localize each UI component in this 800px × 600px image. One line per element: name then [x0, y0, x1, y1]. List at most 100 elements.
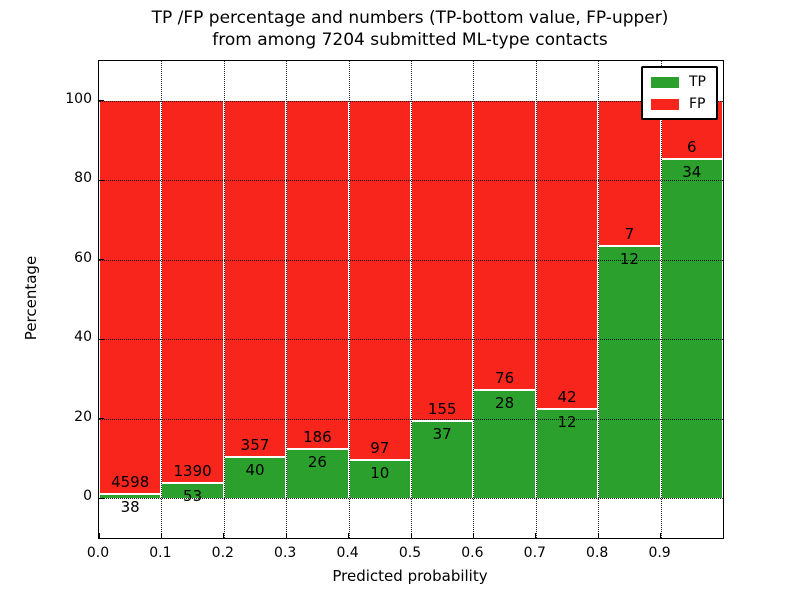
- fp-bar-segment: [536, 100, 598, 408]
- x-tick-label: 0.5: [398, 545, 422, 561]
- y-tick-mark: [99, 100, 104, 102]
- x-tick-label: 0.3: [274, 545, 297, 561]
- plot-area: TP FP 4598 38 1390 53 357 40 186 26 97 10 155 37 76 2…: [98, 60, 724, 539]
- chart-title-line1: TP /FP percentage and numbers (TP-bottom…: [151, 8, 669, 28]
- x-tick-mark: [160, 533, 162, 538]
- vertical-gridline: [473, 61, 475, 538]
- horizontal-gridline: [99, 418, 723, 420]
- tp-count-label: 12: [557, 412, 577, 431]
- tp-count-label: 38: [120, 497, 140, 516]
- tp-bar-segment: [412, 421, 473, 499]
- tp-count-label: 53: [183, 486, 203, 505]
- tp-bar-segment: [287, 449, 348, 499]
- fp-count-label: 6: [687, 138, 697, 157]
- y-tick-label: 100: [65, 90, 92, 107]
- x-tick-label: 0.2: [211, 545, 234, 561]
- fp-bar-segment: [224, 100, 286, 457]
- tp-legend-label: TP: [689, 74, 706, 90]
- vertical-gridline: [161, 61, 163, 538]
- tp-legend-swatch: [651, 76, 679, 88]
- x-tick-mark: [660, 533, 662, 538]
- fp-legend-label: FP: [689, 96, 706, 112]
- chart-title: TP /FP percentage and numbers (TP-bottom…: [98, 7, 722, 51]
- x-tick-label: 0.4: [336, 545, 359, 561]
- tp-count-label: 34: [682, 163, 702, 182]
- y-tick-mark: [99, 179, 104, 181]
- x-tick-mark: [348, 533, 350, 538]
- y-tick-label: 20: [74, 408, 92, 425]
- fp-count-label: 186: [303, 427, 332, 446]
- y-tick-mark: [99, 418, 104, 420]
- tp-bar-segment: [474, 391, 535, 499]
- y-tick-label: 0: [83, 488, 92, 505]
- y-tick-mark: [99, 338, 104, 340]
- tp-count-label: 10: [370, 464, 390, 483]
- x-tick-label: 0.0: [86, 545, 110, 561]
- fp-count-label: 97: [370, 439, 390, 458]
- horizontal-gridline: [99, 339, 723, 341]
- y-tick-mark: [99, 497, 104, 499]
- vertical-gridline: [286, 61, 288, 538]
- fp-count-label: 76: [495, 369, 515, 388]
- fp-count-label: 155: [427, 399, 457, 418]
- y-tick-label: 80: [74, 170, 92, 187]
- tp-bar-segment: [599, 247, 660, 499]
- tp-bar-segment: [162, 483, 223, 499]
- x-tick-mark: [535, 533, 537, 538]
- tp-count-label: 37: [432, 424, 452, 443]
- tp-bar-segment: [536, 409, 598, 499]
- vertical-gridline: [598, 61, 600, 538]
- x-tick-mark: [472, 533, 474, 538]
- fp-bar-segment: [287, 100, 348, 448]
- tp-count-label: 40: [245, 461, 265, 480]
- tp-bar-segment: [661, 160, 722, 499]
- fp-count-label: 4598: [111, 472, 150, 491]
- fp-count-label: 42: [557, 387, 577, 406]
- fp-bar-segment: [162, 100, 223, 482]
- x-tick-mark: [597, 533, 599, 538]
- x-tick-label: 0.8: [586, 545, 609, 561]
- horizontal-gridline: [99, 180, 723, 182]
- tp-count-label: 12: [619, 250, 639, 269]
- tp-bar-segment: [349, 461, 410, 499]
- horizontal-gridline: [99, 259, 723, 261]
- x-tick-label: 0.6: [461, 545, 484, 561]
- tp-bar-segment: [100, 494, 161, 499]
- chart-title-line2: from among 7204 submitted ML-type contac…: [212, 30, 608, 50]
- fp-count-label: 1390: [173, 461, 212, 480]
- y-tick-mark: [99, 259, 104, 261]
- vertical-gridline: [660, 61, 662, 538]
- x-axis-label: Predicted probability: [332, 567, 488, 585]
- x-tick-label: 0.7: [523, 545, 546, 561]
- x-tick-label: 0.9: [648, 545, 671, 561]
- horizontal-gridline: [99, 498, 723, 500]
- tp-count-label: 26: [307, 452, 327, 471]
- tp-bar-segment: [224, 458, 286, 499]
- vertical-gridline: [535, 61, 537, 538]
- vertical-gridline: [348, 61, 350, 538]
- x-tick-mark: [98, 533, 100, 538]
- fp-count-label: 7: [624, 225, 635, 244]
- fp-bar-segment: [100, 100, 161, 493]
- y-axis-label: Percentage: [22, 255, 40, 341]
- fp-count-label: 357: [240, 436, 270, 455]
- x-tick-mark: [722, 533, 724, 538]
- vertical-gridline: [411, 61, 412, 538]
- legend-entry-fp: FP: [651, 97, 706, 111]
- fp-bar-segment: [474, 100, 535, 390]
- tp-count-label: 28: [495, 394, 515, 413]
- legend: TP FP: [641, 66, 718, 120]
- y-tick-label: 60: [74, 249, 92, 266]
- horizontal-gridline: [99, 100, 723, 102]
- fp-bar-segment: [349, 100, 410, 460]
- vertical-gridline: [223, 61, 225, 538]
- x-tick-mark: [285, 533, 287, 538]
- fp-legend-swatch: [651, 98, 679, 110]
- x-tick-label: 0.1: [149, 545, 172, 561]
- y-tick-label: 40: [74, 329, 92, 346]
- x-tick-mark: [223, 533, 225, 538]
- legend-entry-tp: TP: [651, 75, 706, 89]
- fp-bar-segment: [599, 100, 660, 246]
- x-tick-mark: [410, 533, 412, 538]
